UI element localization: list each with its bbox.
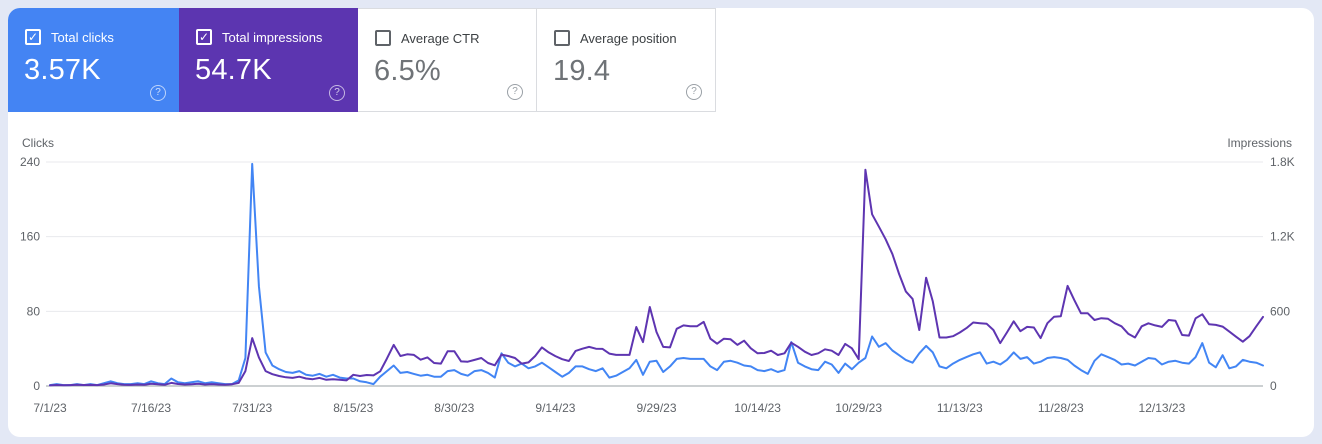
x-axis-tick: 9/29/23 (636, 401, 676, 415)
x-axis-tick: 11/28/23 (1038, 401, 1084, 415)
metric-label: Total clicks (51, 29, 114, 45)
help-icon[interactable]: ? (686, 84, 702, 100)
total-impressions-line (49, 168, 1264, 387)
y-axis-left-tick: 240 (20, 155, 40, 169)
x-axis-tick: 8/30/23 (434, 401, 474, 415)
right-axis-title: Impressions (1227, 136, 1292, 150)
help-icon[interactable]: ? (150, 85, 166, 101)
x-axis-tick: 12/13/23 (1139, 401, 1186, 415)
y-axis-right-tick: 600 (1270, 304, 1290, 318)
metric-label: Average CTR (401, 30, 480, 46)
x-axis-tick: 10/14/23 (734, 401, 781, 415)
metric-value: 54.7K (195, 54, 272, 86)
x-axis-tick: 7/31/23 (232, 401, 272, 415)
y-axis-left-tick: 80 (27, 304, 41, 318)
metric-card-average-ctr[interactable]: Average CTR 6.5% ? (358, 8, 537, 112)
metric-card-header: Average position (537, 9, 715, 46)
checkbox-unchecked-icon[interactable] (554, 30, 570, 46)
help-icon[interactable]: ? (329, 85, 345, 101)
x-axis-tick: 8/15/23 (333, 401, 373, 415)
y-axis-left-tick: 0 (33, 379, 40, 393)
metric-value: 6.5% (374, 55, 441, 87)
x-axis-tick: 10/29/23 (835, 401, 882, 415)
y-axis-right-tick: 0 (1270, 379, 1277, 393)
left-axis-title: Clicks (22, 136, 54, 150)
x-axis-tick: 9/14/23 (535, 401, 575, 415)
help-icon[interactable]: ? (507, 84, 523, 100)
performance-panel: ✓ Total clicks 3.57K ? ✓ Total impressio… (8, 8, 1314, 437)
x-axis-tick: 7/1/23 (33, 401, 67, 415)
metric-card-header: Average CTR (358, 9, 536, 46)
metric-value: 3.57K (24, 54, 101, 86)
y-axis-right-tick: 1.2K (1270, 230, 1295, 244)
metric-card-total-clicks[interactable]: ✓ Total clicks 3.57K ? (8, 8, 179, 112)
checkbox-checked-icon[interactable]: ✓ (196, 29, 212, 45)
x-axis-tick: 7/16/23 (131, 401, 171, 415)
x-axis-tick: 11/13/23 (937, 401, 983, 415)
performance-line-chart[interactable]: 0 0 80 600 160 1.2K 240 1.8K Clicks Impressions 7/… (8, 8, 1314, 437)
y-axis-right-tick: 1.8K (1270, 155, 1295, 169)
metric-label: Average position (580, 30, 677, 46)
total-clicks-line (49, 162, 1264, 387)
checkbox-checked-icon[interactable]: ✓ (25, 29, 41, 45)
metric-card-total-impressions[interactable]: ✓ Total impressions 54.7K ? (179, 8, 358, 112)
metric-card-header: ✓ Total clicks (8, 8, 179, 45)
metric-value: 19.4 (553, 55, 611, 87)
metric-label: Total impressions (222, 29, 323, 45)
metric-cards-row: ✓ Total clicks 3.57K ? ✓ Total impressio… (8, 8, 716, 112)
metric-card-header: ✓ Total impressions (179, 8, 358, 45)
metric-card-average-position[interactable]: Average position 19.4 ? (537, 8, 716, 112)
y-axis-left-tick: 160 (20, 230, 40, 244)
checkbox-unchecked-icon[interactable] (375, 30, 391, 46)
